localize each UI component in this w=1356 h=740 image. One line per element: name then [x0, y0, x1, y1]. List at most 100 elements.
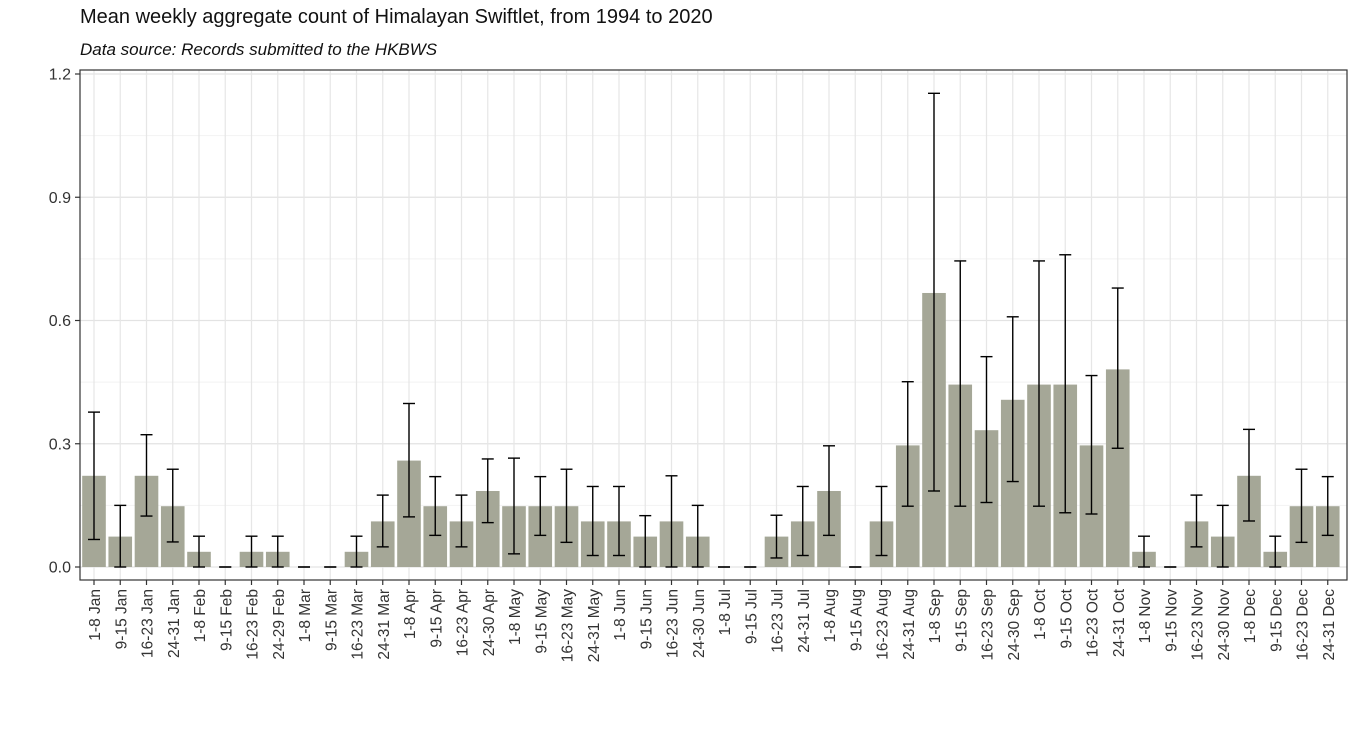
x-tick-label: 24-31 Aug: [901, 589, 918, 660]
x-tick-label: 9-15 Dec: [1268, 589, 1285, 652]
bar: [1105, 369, 1130, 567]
x-tick-label: 9-15 Oct: [1058, 588, 1075, 648]
x-tick-label: 24-30 Apr: [481, 589, 498, 656]
x-tick-label: 1-8 Mar: [297, 589, 314, 642]
error-bar: [1321, 475, 1334, 537]
y-tick-label: 1.2: [49, 67, 71, 84]
error-bar: [114, 504, 127, 568]
x-tick-label: 24-31 Oct: [1111, 588, 1128, 657]
x-tick-label: 1-8 May: [507, 589, 524, 645]
error-bar: [534, 475, 547, 537]
x-tick-label: 24-31 Dec: [1321, 589, 1338, 661]
error-bar: [1006, 316, 1019, 483]
x-tick-label: 16-23 Oct: [1085, 588, 1102, 657]
error-bar: [770, 514, 783, 559]
bar: [1000, 399, 1025, 567]
error-bar: [823, 445, 835, 537]
error-bar: [954, 260, 967, 507]
x-tick-label: 16-23 Jun: [665, 589, 682, 658]
x-tick-label: 1-8 Aug: [822, 589, 839, 642]
x-tick-label: 24-31 Jan: [166, 589, 183, 658]
error-bars: [88, 92, 1334, 568]
y-tick-label: 0.0: [49, 560, 71, 577]
error-bar: [481, 458, 494, 524]
bars: [82, 292, 1340, 567]
y-tick-label: 0.6: [49, 313, 71, 330]
error-bar: [1138, 535, 1150, 568]
error-bar: [639, 514, 652, 568]
x-tick-label: 24-29 Feb: [271, 589, 288, 660]
error-bar: [429, 475, 442, 537]
x-tick-label: 16-23 Mar: [350, 589, 367, 660]
x-tick-label: 9-15 Feb: [218, 589, 235, 651]
x-tick-label: 24-31 Mar: [376, 589, 393, 660]
error-bar: [560, 468, 573, 544]
error-bar: [691, 504, 704, 568]
x-tick-label: 9-15 Jul: [743, 589, 760, 644]
x-tick-label: 16-23 Aug: [875, 589, 892, 660]
x-tick-label: 16-23 Feb: [245, 589, 262, 660]
x-tick-label: 16-23 Apr: [455, 589, 472, 656]
error-bar: [875, 485, 888, 557]
x-tick-label: 1-8 Jun: [612, 589, 629, 641]
error-bar: [1033, 260, 1045, 507]
chart-subtitle: Data source: Records submitted to the HK…: [80, 40, 438, 59]
error-bar: [350, 535, 363, 568]
x-tick-label: 16-23 Dec: [1295, 589, 1312, 661]
error-bar: [665, 475, 678, 568]
error-bar: [1085, 374, 1098, 515]
x-tick-label: 24-30 Jun: [691, 589, 708, 658]
error-bar: [980, 355, 993, 504]
x-tick-label: 9-15 Jun: [638, 589, 655, 649]
plot-border: [79, 69, 1348, 581]
x-tick-label: 1-8 Nov: [1137, 589, 1154, 644]
y-tick-label: 0.9: [49, 190, 71, 207]
x-tick-label: 1-8 Apr: [402, 589, 419, 639]
x-tick-label: 1-8 Oct: [1032, 588, 1049, 640]
error-bar: [613, 485, 625, 557]
error-bar: [586, 485, 599, 557]
x-tick-label: 9-15 Mar: [323, 589, 340, 651]
x-tick-label: 16-23 Sep: [980, 589, 997, 661]
error-bar: [1190, 494, 1203, 548]
bar: [134, 475, 159, 567]
error-bar: [140, 434, 153, 517]
x-tick-label: 16-23 Jul: [770, 589, 787, 653]
bar: [1315, 506, 1340, 567]
x-tick-label: 9-15 Nov: [1163, 589, 1180, 652]
x-tick-label: 9-15 Aug: [848, 589, 865, 651]
x-tick-label: 9-15 Jan: [113, 589, 130, 649]
x-tick-label: 24-31 Jul: [796, 589, 813, 653]
x-axis: 1-8 Jan 9-15 Jan 16-23 Jan 24-31 Jan 1-8 Feb…: [87, 580, 1338, 662]
error-bar: [271, 535, 284, 568]
x-tick-label: 1-8 Dec: [1242, 589, 1259, 644]
x-tick-label: 24-30 Sep: [1006, 589, 1023, 661]
x-tick-label: 16-23 May: [560, 589, 577, 662]
x-tick-label: 16-23 Nov: [1190, 589, 1207, 661]
x-tick-label: 1-8 Feb: [192, 589, 209, 642]
error-bar: [1295, 468, 1308, 544]
error-bar: [1111, 287, 1124, 449]
x-tick-label: 9-15 May: [533, 589, 550, 654]
error-bar: [376, 494, 389, 548]
y-tick-label: 0.3: [49, 436, 71, 453]
x-tick-label: 1-8 Jul: [717, 589, 734, 636]
x-tick-label: 1-8 Sep: [927, 589, 944, 643]
bar: [475, 490, 500, 567]
plot-background: [80, 70, 1347, 580]
error-bar: [796, 485, 809, 557]
x-tick-label: 24-30 Nov: [1216, 589, 1233, 661]
y-axis: 0.0 0.3 0.6 0.9 1.2: [49, 67, 80, 577]
error-bar: [166, 468, 179, 543]
error-bar: [403, 402, 415, 518]
x-tick-label: 1-8 Jan: [87, 589, 104, 641]
error-bar: [1059, 254, 1072, 514]
bar: [528, 506, 553, 567]
error-bar: [508, 457, 520, 555]
error-bar: [1269, 535, 1282, 568]
x-tick-label: 9-15 Apr: [428, 589, 445, 648]
error-bar: [245, 535, 258, 568]
bar: [423, 506, 448, 567]
x-tick-label: 24-31 May: [586, 589, 603, 662]
